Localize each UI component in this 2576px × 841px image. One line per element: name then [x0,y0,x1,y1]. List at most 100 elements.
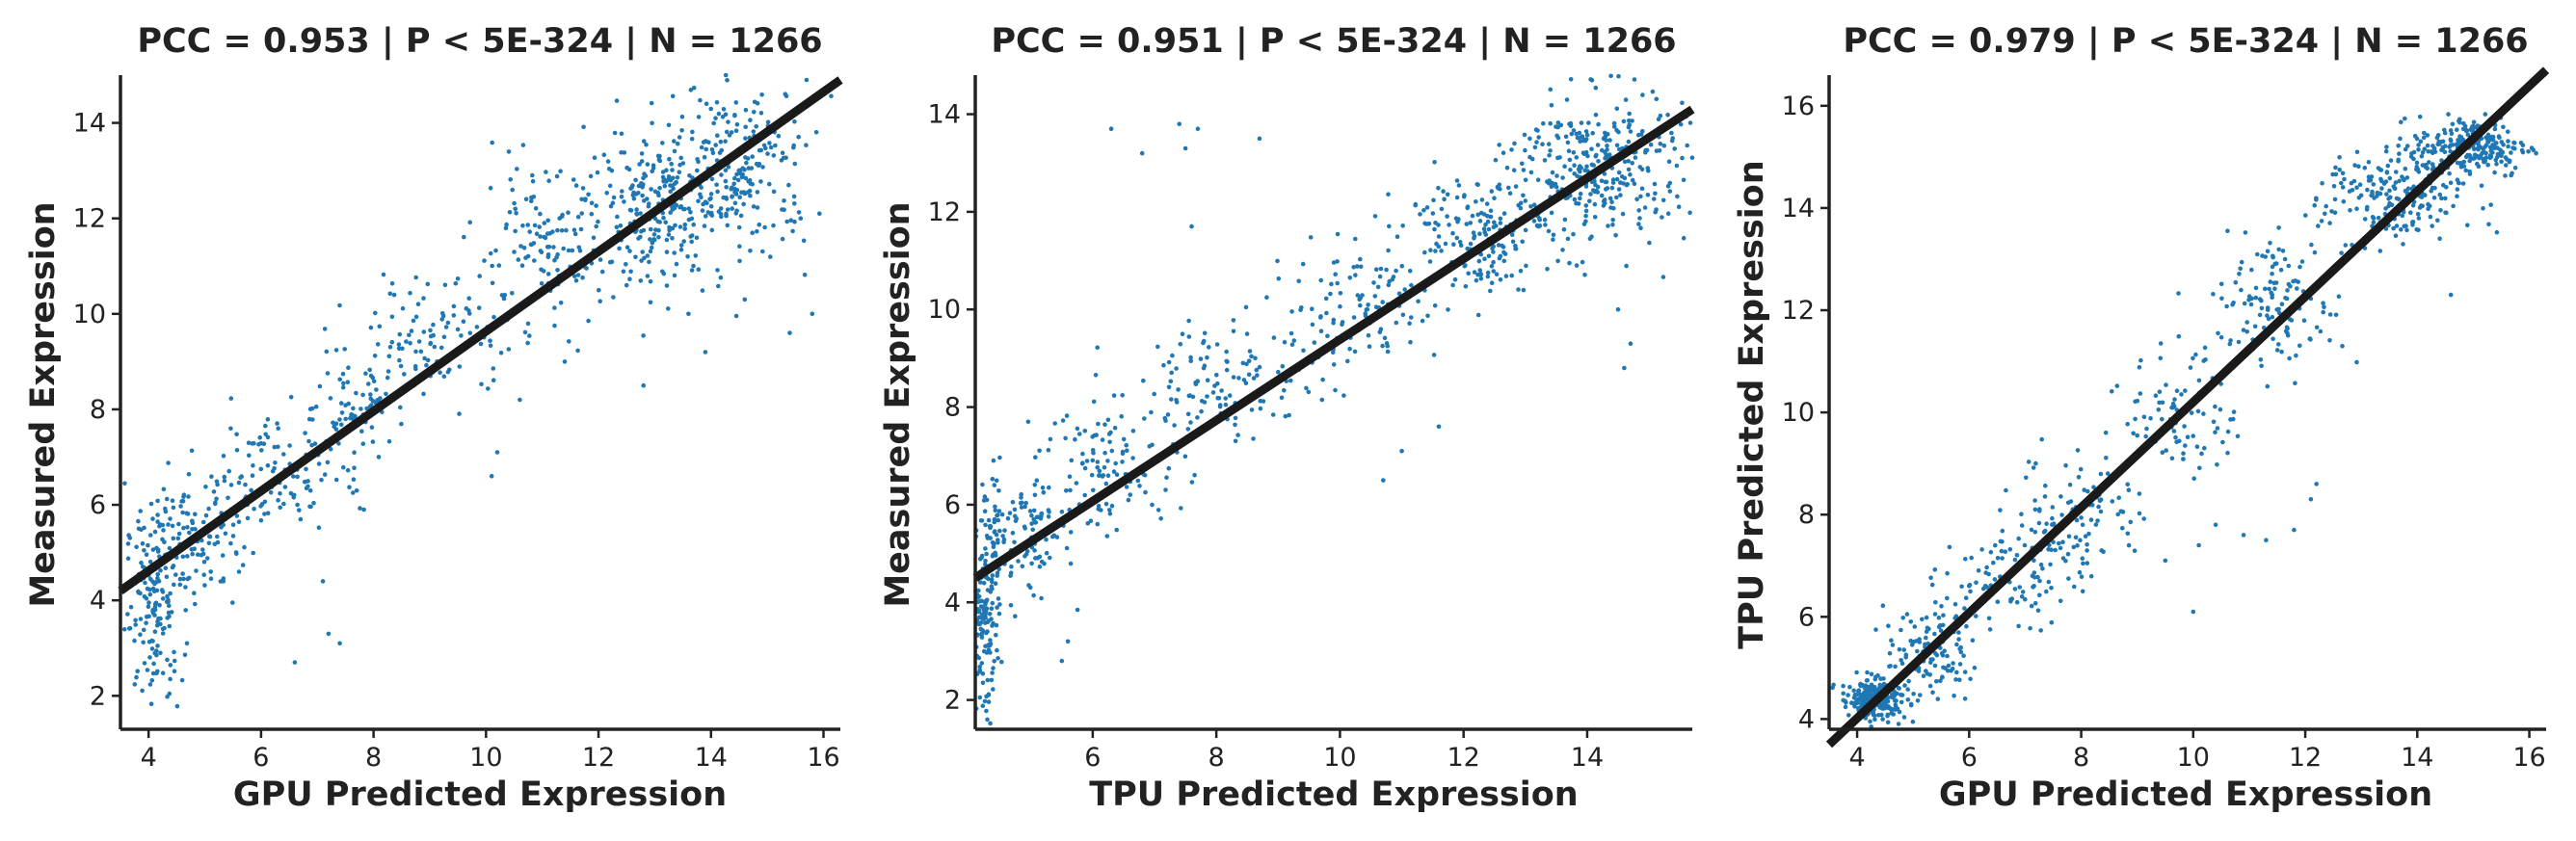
data-point [2461,120,2466,126]
data-point [1968,676,1973,682]
data-point [369,425,375,430]
data-point [1310,322,1315,328]
data-point [2274,348,2280,353]
data-point [1210,390,1216,395]
data-point [1176,387,1181,392]
data-point [2429,149,2434,154]
data-point [1041,489,1047,495]
data-point [1436,234,1442,239]
data-point [136,590,142,595]
data-point [559,228,565,233]
data-point [990,477,996,482]
data-point [1846,693,1850,697]
data-point [2393,233,2399,238]
data-point [1665,211,1671,216]
data-point [213,501,218,507]
data-point [1574,155,1580,160]
data-point [1489,264,1495,269]
data-point [1335,231,1341,237]
data-point [1949,669,1953,673]
panel-2-fit-line [972,105,1695,582]
data-point [1030,527,1035,533]
data-point [2354,149,2360,155]
data-point [1562,217,1568,223]
data-point [259,448,264,453]
data-point [561,246,566,251]
data-point [1462,193,1467,197]
data-point [647,259,651,265]
data-point [1378,327,1384,332]
data-point [1101,473,1106,478]
data-point [1217,403,1223,407]
data-point [748,249,753,253]
data-point [1574,200,1579,206]
data-point [2086,531,2091,537]
data-point [678,155,683,161]
data-point [411,318,416,324]
data-point [732,113,737,118]
data-point [1551,232,1556,238]
data-point [1501,250,1506,255]
data-point [2416,216,2422,221]
data-point [1282,339,1288,345]
data-point [1443,241,1448,247]
data-point [1097,473,1102,479]
data-point [337,302,342,308]
data-point [719,172,724,177]
data-point [140,540,146,546]
data-point [164,574,170,580]
data-point [1436,244,1442,250]
data-point [765,151,770,156]
data-point [1622,365,1627,371]
data-point [1551,237,1555,242]
data-point [736,224,742,230]
data-point [1031,508,1037,513]
data-point [181,525,186,531]
data-point [993,581,998,586]
data-point [1358,296,1363,301]
data-point [1188,355,1193,360]
data-point [1654,207,1659,212]
data-point [1142,416,1147,421]
data-point [1345,358,1350,364]
data-point [991,542,996,547]
data-point [1498,216,1503,222]
data-point [715,133,720,138]
data-point [977,664,982,670]
data-point [727,133,732,138]
data-point [2467,171,2473,176]
data-point [570,248,575,253]
data-point [1084,459,1090,463]
data-point [1470,213,1475,219]
data-point [2157,400,2162,406]
data-point [2243,230,2248,235]
data-point [2135,433,2139,438]
data-point [1561,226,1567,232]
data-point [539,250,544,255]
data-point [578,226,584,232]
data-point [1331,317,1337,323]
data-point [155,644,160,648]
data-point [1614,106,1620,112]
data-point [179,677,185,683]
data-point [1531,202,1537,207]
data-point [180,498,186,504]
data-point [142,661,147,666]
data-point [1009,564,1014,569]
data-point [1585,153,1590,159]
data-point [272,444,278,450]
data-point [297,508,302,512]
data-point [2078,466,2084,472]
data-point [2032,570,2037,575]
data-point [1201,338,1207,344]
data-point [1014,516,1019,521]
data-point [2488,202,2493,207]
data-point [981,580,987,586]
data-point [242,544,247,550]
data-point [995,647,999,653]
data-point [2104,456,2109,460]
data-point [598,299,602,304]
panel-2-x-ticks: 6 8 10 12 14 [1084,729,1604,773]
data-point [2170,401,2176,407]
data-point [1198,356,1204,361]
